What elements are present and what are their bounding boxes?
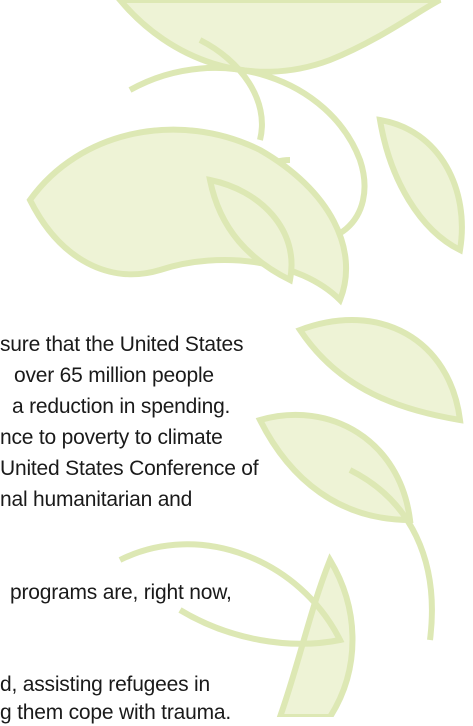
text-line: programs are, right now, (10, 580, 232, 606)
background-ornament (0, 0, 473, 717)
page: sure that the United States over 65 mill… (0, 0, 473, 717)
text-line: over 65 million people (14, 363, 214, 389)
text-line: a reduction in spending. (12, 394, 230, 420)
text-line: sure that the United States (0, 332, 243, 358)
text-line: d, assisting refugees in (0, 672, 210, 698)
text-line: nal humanitarian and (0, 487, 192, 513)
text-line: nce to poverty to climate (0, 425, 223, 451)
text-line: g them cope with trauma. (0, 700, 231, 726)
text-line: United States Conference of (0, 456, 258, 482)
